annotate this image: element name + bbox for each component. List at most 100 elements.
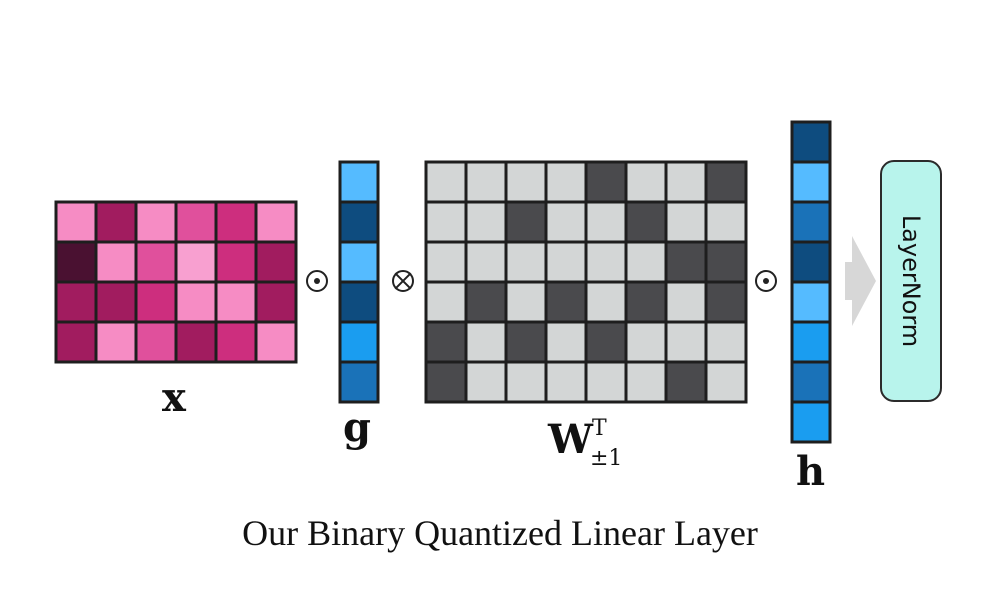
w-cell (424, 200, 468, 244)
w-cell (544, 200, 588, 244)
h-cell (790, 400, 832, 444)
x-cell (54, 200, 98, 244)
w-cell (544, 280, 588, 324)
x-cell (174, 280, 218, 324)
w-cell (544, 320, 588, 364)
w-cell (624, 320, 668, 364)
w-cell (464, 200, 508, 244)
h-cell (790, 360, 832, 404)
w-cell (584, 200, 628, 244)
g-cell (338, 280, 380, 324)
w-cell (464, 280, 508, 324)
w-cell (464, 240, 508, 284)
w-cell (424, 360, 468, 404)
h-label: h (796, 448, 826, 495)
w-cell (504, 320, 548, 364)
w-cell (704, 280, 748, 324)
x-cell (54, 280, 98, 324)
w-cell (544, 160, 588, 204)
w-cell (504, 240, 548, 284)
g-label: g (343, 404, 371, 451)
w-cell (664, 320, 708, 364)
w-cell (464, 320, 508, 364)
x-cell (214, 320, 258, 364)
hadamard-op-2 (755, 270, 777, 292)
x-cell (134, 200, 178, 244)
w-cell (624, 160, 668, 204)
x-cell (214, 240, 258, 284)
w-cell (424, 320, 468, 364)
x-cell (254, 320, 298, 364)
w-cell (544, 240, 588, 284)
w-cell (704, 160, 748, 204)
x-label: x (162, 374, 186, 421)
x-cell (134, 280, 178, 324)
x-cell (54, 320, 98, 364)
x-cell (94, 280, 138, 324)
w-cell (584, 240, 628, 284)
h-cell (790, 200, 832, 244)
x-cell (54, 240, 98, 284)
g-cell (338, 200, 380, 244)
w-label-main: W (548, 416, 593, 463)
x-cell (134, 320, 178, 364)
w-cell (664, 200, 708, 244)
hadamard-op-1 (306, 270, 328, 292)
x-cell (174, 200, 218, 244)
w-cell (624, 280, 668, 324)
w-label-sub: ±1 (590, 446, 623, 471)
w-cell (424, 160, 468, 204)
g-cell (338, 360, 380, 404)
layernorm-box: LayerNorm (880, 160, 942, 402)
x-cell (134, 240, 178, 284)
w-cell (624, 360, 668, 404)
w-cell (664, 360, 708, 404)
w-cell (664, 160, 708, 204)
w-cell (664, 280, 708, 324)
x-cell (174, 320, 218, 364)
w-cell (704, 200, 748, 244)
w-cell (584, 160, 628, 204)
x-cell (254, 280, 298, 324)
w-cell (664, 240, 708, 284)
w-cell (504, 160, 548, 204)
w-cell (624, 200, 668, 244)
w-cell (424, 240, 468, 284)
h-cell (790, 320, 832, 364)
w-cell (584, 320, 628, 364)
g-cell (338, 160, 380, 204)
h-cell (790, 160, 832, 204)
caption: Our Binary Quantized Linear Layer (242, 513, 758, 553)
w-cell (504, 360, 548, 404)
x-cell (254, 200, 298, 244)
h-cell (790, 280, 832, 324)
w-cell (704, 320, 748, 364)
w-label: W T ±1 (548, 418, 622, 470)
matmul-op (392, 270, 414, 292)
x-cell (254, 240, 298, 284)
w-cell (584, 280, 628, 324)
x-cell (174, 240, 218, 284)
w-cell (504, 280, 548, 324)
x-cell (94, 200, 138, 244)
layernorm-label: LayerNorm (897, 214, 925, 348)
x-cell (94, 240, 138, 284)
x-cell (94, 320, 138, 364)
g-cell (338, 320, 380, 364)
w-cell (464, 160, 508, 204)
w-cell (704, 240, 748, 284)
x-cell (214, 200, 258, 244)
w-cell (464, 360, 508, 404)
w-cell (584, 360, 628, 404)
w-cell (704, 360, 748, 404)
h-cell (790, 120, 832, 164)
w-cell (544, 360, 588, 404)
w-cell (504, 200, 548, 244)
arrow-right-icon (845, 236, 876, 326)
g-cell (338, 240, 380, 284)
h-cell (790, 240, 832, 284)
w-label-sup: T (592, 416, 607, 441)
x-cell (214, 280, 258, 324)
